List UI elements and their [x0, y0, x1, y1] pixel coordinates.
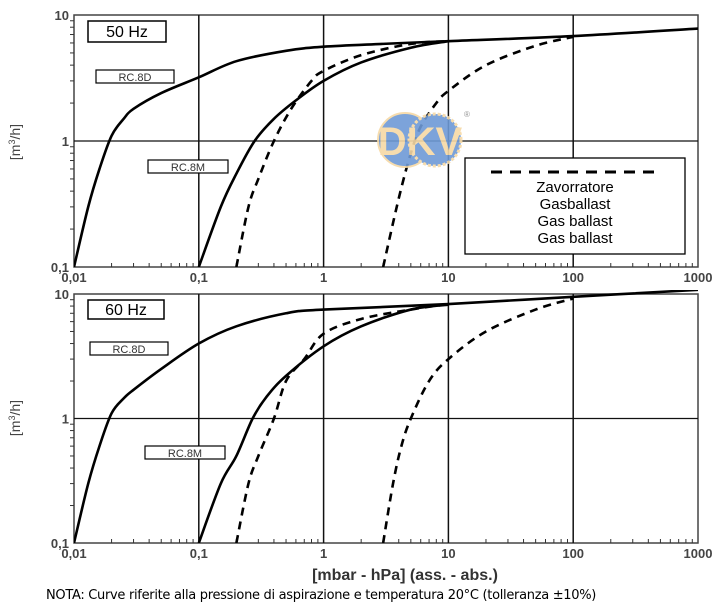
x-tick-label: 1	[320, 270, 327, 285]
x-tick-label: 10	[441, 546, 455, 561]
x-tick-label: 0,1	[190, 546, 208, 561]
y-tick-label: 10	[55, 287, 69, 302]
curve-rc8d-solid	[74, 290, 698, 543]
curve-rc8m-solid	[197, 39, 449, 267]
curve-rc8d-dashed	[381, 297, 574, 543]
legend-line-4: Gas ballast	[537, 230, 613, 247]
x-tick-label: 1	[320, 546, 327, 561]
curve-rc8m-solid	[197, 303, 449, 543]
legend-line-3: Gas ballast	[537, 213, 613, 230]
label-rc8d-50hz: RC.8D	[95, 69, 175, 84]
y-axis-label-60hz: [m3/h]	[7, 400, 23, 436]
label-rc8m-60hz: RC.8M	[144, 445, 226, 460]
y-tick-label: 0,1	[51, 260, 69, 275]
label-rc8d-60hz: RC.8D	[89, 341, 169, 356]
label-60hz: 60 Hz	[87, 299, 165, 320]
x-tick-label: 0,1	[190, 270, 208, 285]
y-tick-label: 10	[55, 8, 69, 23]
x-tick-label: 0,01	[61, 546, 86, 561]
legend: Zavorratore Gasballast Gas ballast Gas b…	[464, 157, 686, 255]
svg-text:RC.8M: RC.8M	[168, 448, 202, 460]
x-tick-label: 0,01	[61, 270, 86, 285]
legend-line-1: Zavorratore	[536, 179, 614, 196]
x-axis-label: [mbar - hPa] (ass. - abs.)	[312, 567, 498, 584]
x-tick-label: 10	[441, 270, 455, 285]
y-tick-label: 0,1	[51, 536, 69, 551]
dkv-logo: DKV ®	[377, 110, 470, 168]
label-rc8m-50hz: RC.8M	[147, 159, 229, 174]
svg-text:RC.8D: RC.8D	[118, 72, 151, 84]
x-tick-label: 1000	[684, 546, 713, 561]
x-tick-label: 100	[562, 546, 584, 561]
curve-rc8m-dashed	[235, 302, 449, 543]
y-tick-label: 1	[62, 412, 69, 427]
svg-text:60 Hz: 60 Hz	[105, 302, 147, 319]
curve-rc8d-solid	[74, 27, 698, 267]
legend-line-2: Gasballast	[540, 196, 612, 213]
curve-rc8m-dashed	[235, 39, 449, 267]
label-50hz: 50 Hz	[87, 20, 167, 43]
svg-text:50 Hz: 50 Hz	[106, 24, 148, 41]
footnote: NOTA: Curve riferite alla pressione di a…	[46, 588, 597, 603]
svg-text:DKV: DKV	[378, 120, 463, 164]
y-tick-label: 1	[62, 134, 69, 149]
curve-rc8d-dashed	[381, 35, 574, 267]
x-tick-label: 100	[562, 270, 584, 285]
y-axis-label-50hz: [m3/h]	[7, 124, 23, 160]
svg-text:RC.8M: RC.8M	[171, 162, 205, 174]
svg-text:RC.8D: RC.8D	[112, 344, 145, 356]
svg-text:®: ®	[464, 110, 470, 119]
x-tick-label: 1000	[684, 270, 713, 285]
